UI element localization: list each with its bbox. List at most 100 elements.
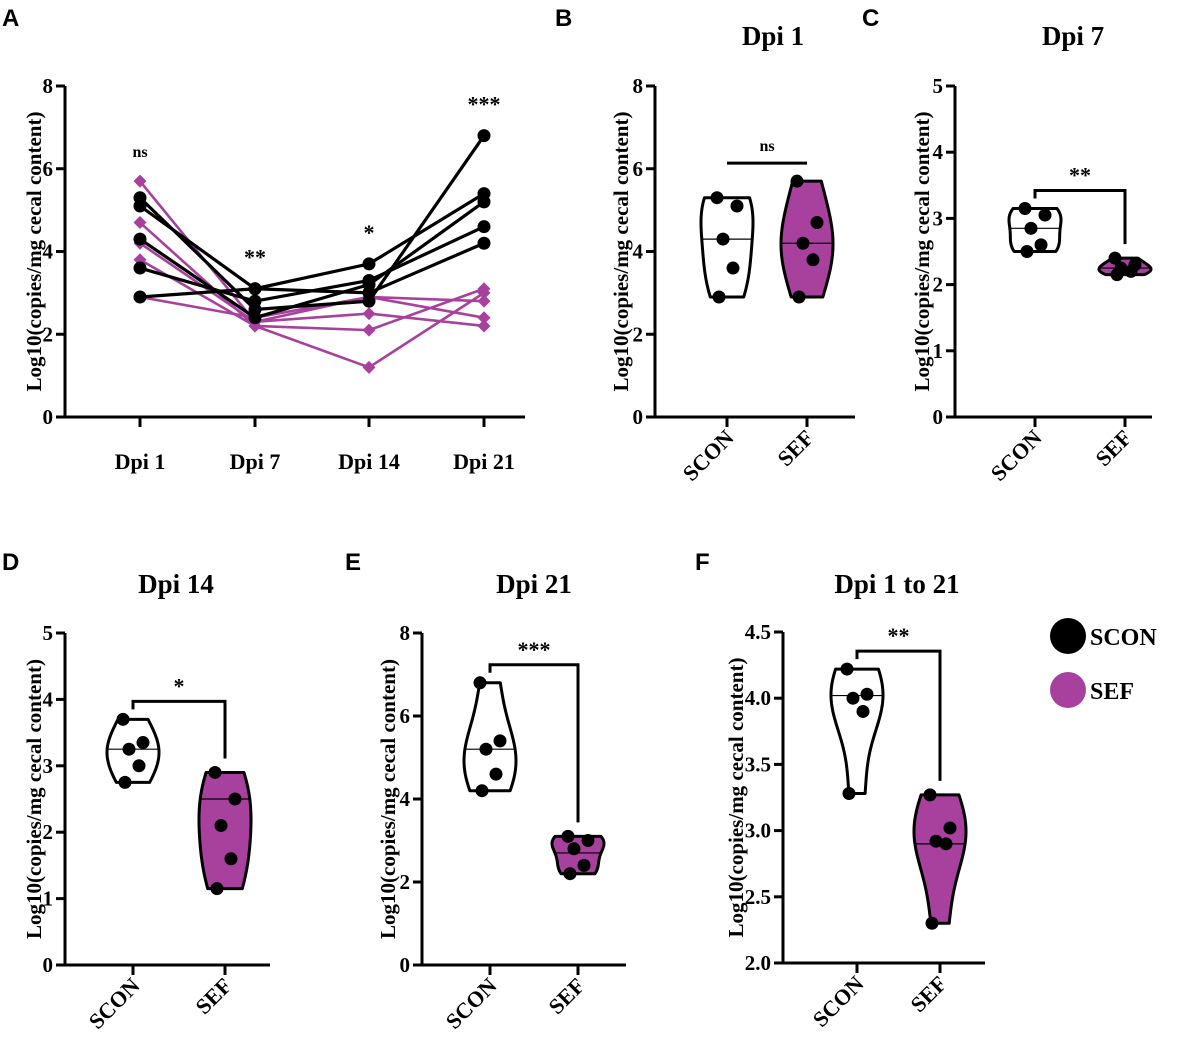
data-point-sef: [929, 834, 943, 848]
y-tick-label: 1: [43, 887, 54, 911]
data-point-sef: [810, 216, 824, 230]
x-tick-label: Dpi 1: [115, 449, 166, 474]
data-point-sef: [228, 792, 242, 806]
data-point-scon: [1034, 238, 1048, 252]
data-point-sef: [561, 829, 575, 843]
y-tick-label: 8: [633, 74, 644, 98]
data-point-scon: [362, 257, 376, 271]
y-tick-label: 4.0: [745, 686, 771, 710]
x-tick-label: Dpi 21: [453, 449, 515, 474]
data-point-sef: [925, 916, 939, 930]
data-point-scon: [856, 704, 870, 718]
data-point-scon: [133, 261, 147, 275]
data-point-sef: [210, 882, 224, 896]
data-point-scon: [477, 236, 491, 250]
data-point-scon: [116, 712, 130, 726]
y-tick-label: 4: [933, 140, 944, 164]
chart-title: Dpi 21: [496, 569, 572, 599]
data-point-scon: [730, 199, 744, 213]
data-point-sef: [1108, 251, 1122, 265]
significance-label: *: [364, 220, 375, 245]
y-tick-label: 4: [43, 240, 54, 264]
y-tick-label: 3: [933, 206, 944, 230]
data-point-sef: [208, 765, 222, 779]
chart-title: Dpi 1 to 21: [834, 569, 959, 599]
y-tick-label: 5: [43, 621, 54, 645]
x-tick-label: SCON: [678, 425, 739, 486]
y-axis-label: Log10(copies/mg cecal content): [22, 112, 46, 392]
data-point-sef: [792, 290, 806, 304]
data-point-sef: [943, 821, 957, 835]
y-tick-label: 0: [43, 405, 54, 429]
x-tick-label: Dpi 7: [230, 449, 281, 474]
x-tick-label: SCON: [441, 973, 502, 1034]
data-point-sef: [477, 311, 491, 325]
data-point-sef: [477, 319, 491, 333]
y-tick-label: 8: [43, 74, 54, 98]
series-line-scon: [138, 134, 486, 312]
x-tick-label: SCON: [808, 971, 869, 1032]
x-tick-label: SEF: [543, 973, 589, 1019]
violin-sef: [912, 793, 968, 925]
data-point-scon: [132, 759, 146, 773]
data-point-sef: [224, 852, 238, 866]
data-point-sef: [939, 837, 953, 851]
significance-bracket: [488, 663, 580, 823]
significance-label: ***: [468, 92, 501, 117]
data-point-sef: [362, 360, 376, 374]
chart-title: Dpi 7: [1042, 21, 1104, 51]
data-point-sef: [567, 842, 581, 856]
y-tick-label: 4: [43, 687, 54, 711]
y-tick-label: 6: [633, 157, 644, 181]
data-point-scon: [1020, 245, 1034, 258]
y-tick-label: 4: [400, 787, 411, 811]
violin-scon: [699, 196, 755, 299]
data-point-sef: [790, 174, 804, 188]
violin-sef: [550, 834, 606, 876]
significance-label: **: [244, 245, 266, 270]
data-point-scon: [840, 662, 854, 676]
x-tick-label: SEF: [905, 971, 951, 1017]
significance-label: **: [1069, 162, 1091, 187]
y-tick-label: 4: [633, 240, 644, 264]
significance-label: ns: [132, 144, 147, 161]
panel-letter: C: [862, 5, 879, 32]
significance-label: *: [174, 673, 185, 698]
data-point-scon: [133, 290, 147, 304]
data-point-sef: [133, 174, 147, 188]
data-point-scon: [133, 232, 147, 246]
series-line-sef: [139, 221, 485, 369]
y-tick-label: 8: [400, 621, 411, 645]
y-tick-label: 2: [43, 820, 54, 844]
data-point-scon: [842, 787, 856, 801]
x-tick-label: Dpi 14: [338, 449, 400, 474]
data-point-sef: [806, 253, 820, 267]
y-tick-label: 2: [933, 273, 944, 297]
y-axis-label: Log10(copies/mg cecal content): [609, 112, 633, 392]
data-point-scon: [846, 691, 860, 705]
y-tick-label: 0: [633, 405, 644, 429]
chart-title: Dpi 14: [138, 569, 214, 599]
x-tick-label: SEF: [772, 425, 818, 471]
data-point-sef: [581, 834, 595, 847]
y-tick-label: 2: [400, 870, 411, 894]
y-tick-label: 3: [43, 754, 54, 778]
data-point-sef: [362, 307, 376, 321]
data-point-scon: [248, 311, 262, 325]
data-point-scon: [479, 742, 493, 756]
y-tick-label: 4.5: [745, 620, 771, 644]
y-tick-label: 2.0: [745, 951, 771, 975]
legend-label: SEF: [1090, 679, 1134, 705]
data-point-scon: [1018, 201, 1032, 215]
data-point-scon: [477, 195, 491, 209]
y-tick-label: 6: [43, 157, 54, 181]
data-point-scon: [133, 199, 147, 213]
y-tick-label: 1: [933, 339, 944, 363]
data-point-scon: [362, 273, 376, 287]
data-point-scon: [710, 191, 724, 205]
data-point-scon: [1024, 221, 1038, 235]
data-point-sef: [214, 819, 228, 833]
data-point-scon: [362, 286, 376, 300]
data-point-scon: [477, 129, 491, 143]
